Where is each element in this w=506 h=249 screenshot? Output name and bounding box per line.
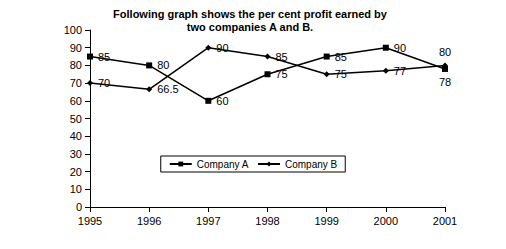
svg-text:80: 80 (70, 59, 82, 71)
svg-text:90: 90 (70, 42, 82, 54)
svg-text:60: 60 (70, 95, 82, 107)
svg-text:90: 90 (216, 42, 228, 54)
svg-text:40: 40 (70, 130, 82, 142)
svg-text:85: 85 (276, 51, 288, 63)
svg-text:75: 75 (335, 68, 347, 80)
svg-text:78: 78 (439, 76, 451, 88)
svg-text:50: 50 (70, 113, 82, 125)
svg-text:two companies A and B.: two companies A and B. (187, 21, 313, 33)
svg-text:75: 75 (276, 68, 288, 80)
svg-text:66.5: 66.5 (157, 83, 178, 95)
svg-text:1998: 1998 (255, 215, 279, 227)
svg-text:1995: 1995 (78, 215, 102, 227)
svg-text:100: 100 (64, 24, 82, 36)
svg-text:85: 85 (98, 51, 110, 63)
svg-text:77: 77 (394, 65, 406, 77)
svg-text:0: 0 (76, 201, 82, 213)
svg-text:80: 80 (157, 59, 169, 71)
svg-text:Following graph shows the per: Following graph shows the per cent profi… (113, 8, 388, 20)
svg-text:Company B: Company B (285, 159, 338, 170)
svg-text:85: 85 (335, 51, 347, 63)
svg-text:70: 70 (70, 77, 82, 89)
svg-text:2001: 2001 (433, 215, 457, 227)
svg-text:30: 30 (70, 148, 82, 160)
svg-text:1999: 1999 (314, 215, 338, 227)
svg-text:1996: 1996 (137, 215, 161, 227)
svg-text:2000: 2000 (374, 215, 398, 227)
svg-text:70: 70 (98, 77, 110, 89)
svg-text:1997: 1997 (196, 215, 220, 227)
svg-text:10: 10 (70, 183, 82, 195)
svg-text:20: 20 (70, 166, 82, 178)
svg-text:60: 60 (216, 95, 228, 107)
svg-text:Company A: Company A (197, 159, 249, 170)
svg-text:90: 90 (394, 42, 406, 54)
svg-text:80: 80 (439, 46, 451, 58)
